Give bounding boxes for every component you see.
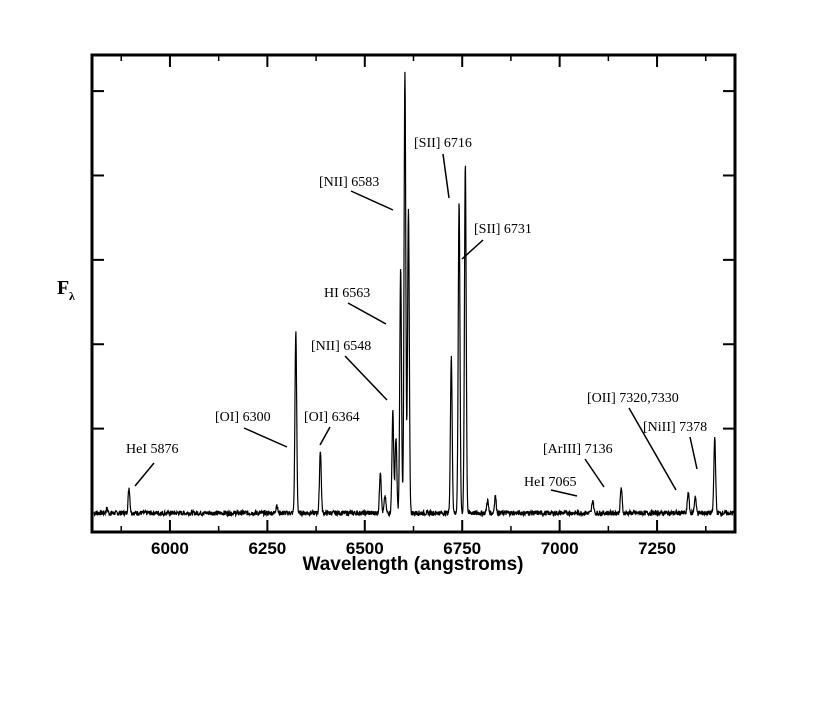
annotation-label: [OI] 6300 <box>215 410 271 425</box>
y-axis-title: F <box>57 277 69 299</box>
annotation-label: [SII] 6716 <box>414 136 472 151</box>
annotation-leader <box>628 407 677 491</box>
annotation-label: HI 6563 <box>324 286 370 301</box>
x-axis-title: Wavelength (angstroms) <box>303 554 524 575</box>
annotation-label: [NII] 6583 <box>319 175 379 190</box>
annotation-leader <box>344 355 388 401</box>
annotation-label: [ArIII] 7136 <box>543 442 613 457</box>
x-axis-ticks: 6000 6250 6500 6750 7000 7250 <box>120 55 707 558</box>
x-tick-label: 6250 <box>248 539 286 558</box>
annotation-leader <box>347 302 387 325</box>
x-tick-label: 6750 <box>443 539 481 558</box>
x-tick-label: 7000 <box>541 539 579 558</box>
annotation-label: [SII] 6731 <box>474 222 532 237</box>
annotation-leader <box>350 190 394 211</box>
x-tick-label: 7250 <box>638 539 676 558</box>
annotation-leader <box>243 427 288 448</box>
annotation-leader <box>442 153 450 199</box>
annotation-leader <box>461 239 484 260</box>
y-axis-ticks <box>92 90 735 430</box>
annotation-label: [OII] 7320,7330 <box>587 391 679 406</box>
annotation-leader <box>584 458 605 488</box>
annotation-label: [NII] 6548 <box>311 339 371 354</box>
annotation-label: HeI 5876 <box>126 442 179 457</box>
annotation-leader <box>550 489 578 497</box>
x-tick-label: 6500 <box>346 539 384 558</box>
plot-frame <box>90 53 737 534</box>
annotation-leader <box>689 436 698 470</box>
spectrum-line <box>93 71 736 518</box>
annotation-label: [OI] 6364 <box>304 410 360 425</box>
annotation-leader <box>134 462 155 487</box>
annotation-label: [NiII] 7378 <box>643 420 707 435</box>
x-tick-label: 6000 <box>151 539 189 558</box>
annotation-leader <box>319 426 331 446</box>
y-axis-title-subscript: λ <box>69 289 75 303</box>
annotation-label: HeI 7065 <box>524 475 577 490</box>
line-annotations: HeI 5876 [OI] 6300 [OI] 6364 [NII] 6548 HI 6… <box>126 136 707 497</box>
